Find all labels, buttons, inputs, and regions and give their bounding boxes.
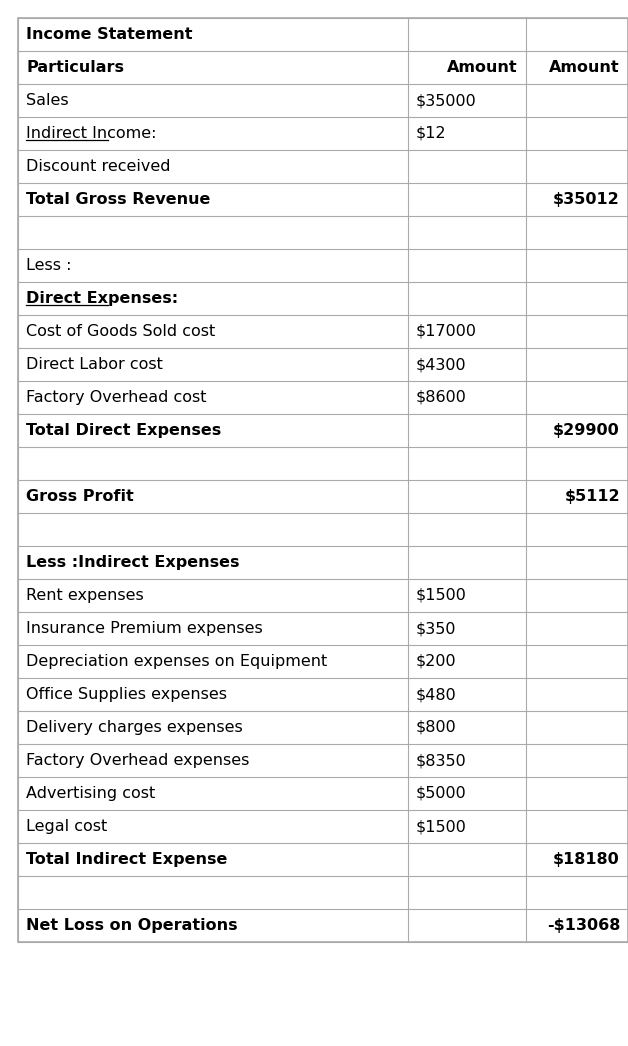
Text: $8600: $8600 <box>416 390 467 405</box>
Text: Discount received: Discount received <box>26 159 170 174</box>
Text: -$13068: -$13068 <box>546 918 620 933</box>
Text: Factory Overhead cost: Factory Overhead cost <box>26 390 207 405</box>
Text: $4300: $4300 <box>416 357 467 372</box>
Text: Total Indirect Expense: Total Indirect Expense <box>26 852 227 867</box>
Text: Gross Profit: Gross Profit <box>26 488 134 504</box>
Text: $18180: $18180 <box>553 852 620 867</box>
Text: Particulars: Particulars <box>26 60 124 75</box>
Text: Amount: Amount <box>447 60 518 75</box>
Text: Income Statement: Income Statement <box>26 27 193 42</box>
Text: $29900: $29900 <box>553 423 620 438</box>
Text: Net Loss on Operations: Net Loss on Operations <box>26 918 237 933</box>
Text: Total Direct Expenses: Total Direct Expenses <box>26 423 221 438</box>
Text: $12: $12 <box>416 126 447 141</box>
Text: Legal cost: Legal cost <box>26 819 107 834</box>
Text: Depreciation expenses on Equipment: Depreciation expenses on Equipment <box>26 654 327 669</box>
Text: $480: $480 <box>416 687 457 702</box>
Text: $200: $200 <box>416 654 457 669</box>
Text: $800: $800 <box>416 720 457 735</box>
Text: Insurance Premium expenses: Insurance Premium expenses <box>26 621 263 636</box>
Text: Advertising cost: Advertising cost <box>26 786 155 801</box>
Text: Total Gross Revenue: Total Gross Revenue <box>26 192 210 207</box>
Text: Less :: Less : <box>26 258 72 273</box>
Text: $35000: $35000 <box>416 93 477 108</box>
Text: Rent expenses: Rent expenses <box>26 588 144 602</box>
Text: Delivery charges expenses: Delivery charges expenses <box>26 720 243 735</box>
Text: $350: $350 <box>416 621 457 636</box>
Text: Direct Expenses:: Direct Expenses: <box>26 291 178 306</box>
Text: Factory Overhead expenses: Factory Overhead expenses <box>26 753 249 768</box>
Text: $5000: $5000 <box>416 786 467 801</box>
Text: $5112: $5112 <box>565 488 620 504</box>
Text: $35012: $35012 <box>553 192 620 207</box>
Text: Office Supplies expenses: Office Supplies expenses <box>26 687 227 702</box>
Text: Amount: Amount <box>550 60 620 75</box>
Text: Indirect Income:: Indirect Income: <box>26 126 156 141</box>
Text: Less :Indirect Expenses: Less :Indirect Expenses <box>26 555 239 570</box>
Text: Cost of Goods Sold cost: Cost of Goods Sold cost <box>26 324 215 339</box>
Text: Sales: Sales <box>26 93 68 108</box>
Text: $1500: $1500 <box>416 819 467 834</box>
Text: Direct Labor cost: Direct Labor cost <box>26 357 163 372</box>
Text: $8350: $8350 <box>416 753 467 768</box>
Text: $17000: $17000 <box>416 324 477 339</box>
Bar <box>18 18 628 942</box>
Text: $1500: $1500 <box>416 588 467 602</box>
